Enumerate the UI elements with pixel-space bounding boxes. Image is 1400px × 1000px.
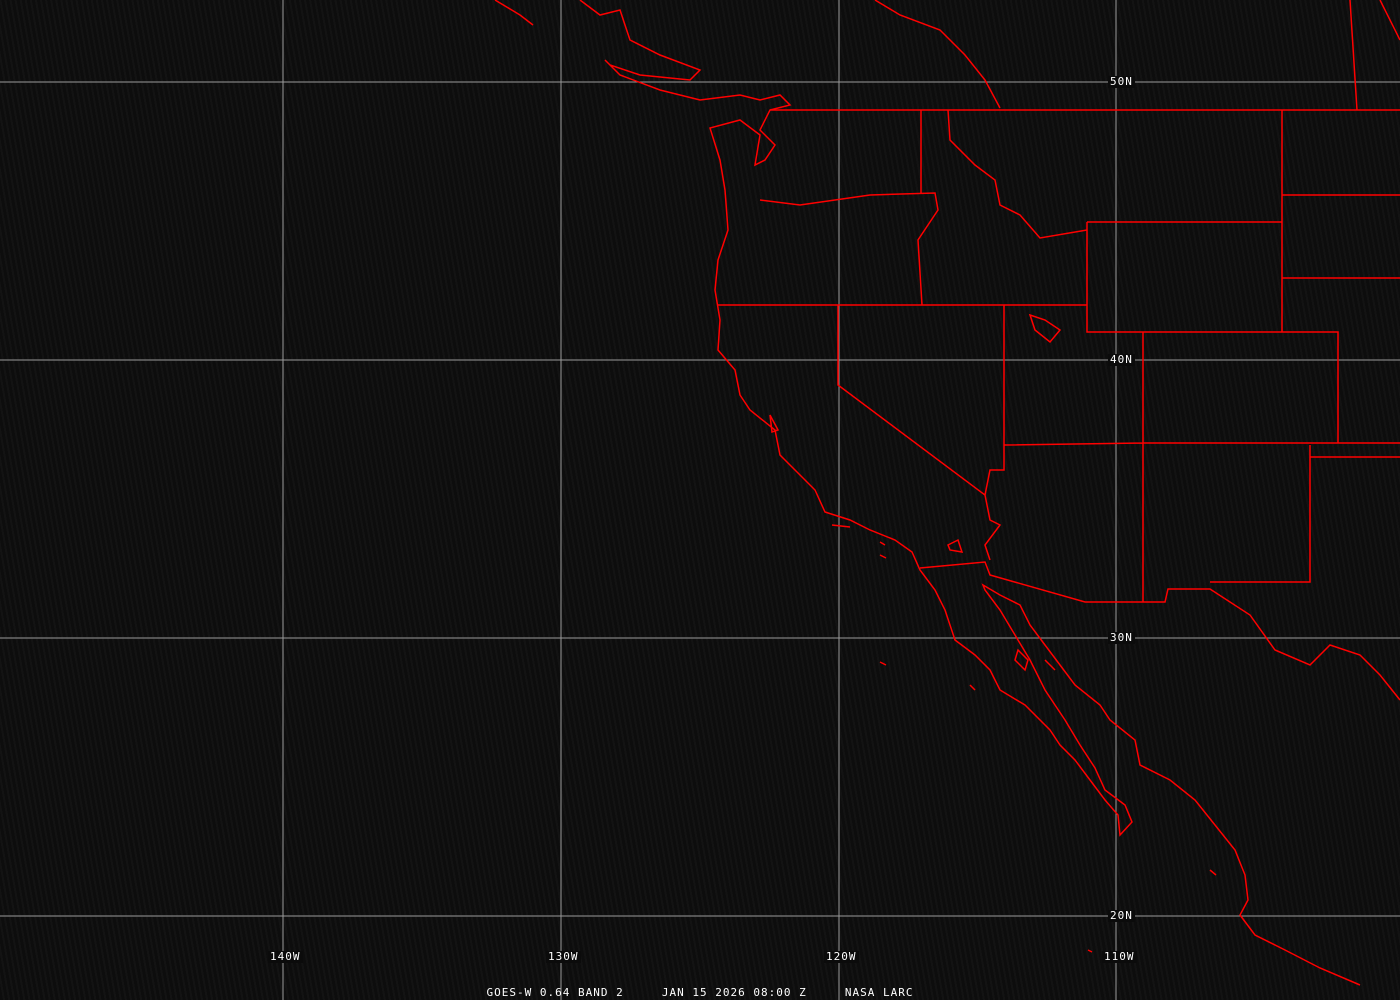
lat-label-40n: 40N <box>1108 353 1135 366</box>
islands-and-lakes <box>769 313 1217 953</box>
caption-datetime: JAN 15 2026 08:00 Z <box>661 986 807 999</box>
lat-label-50n: 50N <box>1108 75 1135 88</box>
lat-label-20n: 20N <box>1108 909 1135 922</box>
image-caption: GOES-W 0.64 BAND 2 JAN 15 2026 08:00 Z N… <box>0 986 1400 999</box>
caption-source: NASA LARC <box>844 986 914 999</box>
lon-label-110w: 110W <box>1102 950 1137 963</box>
us-mexico-border <box>919 561 1400 701</box>
lon-label-140w: 140W <box>268 950 303 963</box>
caption-satellite: GOES-W 0.64 BAND 2 <box>486 986 624 999</box>
state-borders <box>718 0 1400 602</box>
coastline-pacific <box>494 0 1361 986</box>
political-boundaries <box>494 0 1400 986</box>
lon-label-130w: 130W <box>546 950 581 963</box>
lat-label-30n: 30N <box>1108 631 1135 644</box>
lon-label-120w: 120W <box>824 950 859 963</box>
